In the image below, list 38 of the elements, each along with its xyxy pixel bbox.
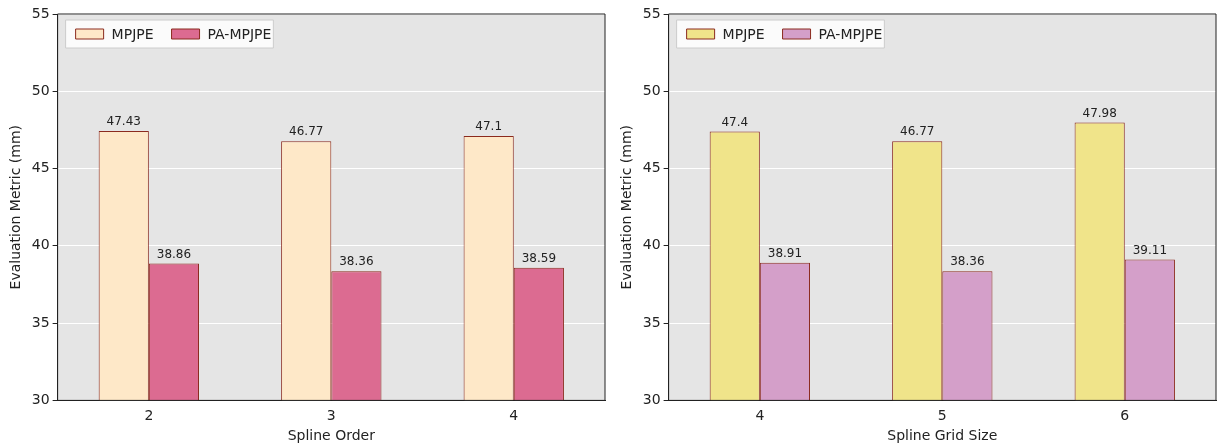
y-tick-label: 45 (31, 159, 50, 176)
x-axis-title: Spline Grid Size (887, 427, 998, 444)
data-label: 47.4 (721, 114, 749, 129)
y-tick-label: 50 (31, 81, 50, 98)
legend-label: PA-MPJPE (818, 25, 883, 42)
y-tick-label: 40 (642, 236, 661, 253)
legend-label: PA-MPJPE (207, 25, 272, 42)
data-label: 38.36 (339, 254, 374, 269)
x-tick-label: 2 (144, 407, 154, 424)
data-label: 46.77 (900, 124, 935, 139)
data-label: 38.86 (156, 246, 192, 261)
y-tick-label: 55 (31, 4, 50, 21)
data-label: 38.91 (767, 245, 803, 260)
legend-label: MPJPE (111, 25, 154, 42)
data-label: 38.59 (521, 250, 557, 265)
data-label: 47.98 (1082, 105, 1117, 120)
y-tick-label: 35 (31, 313, 50, 330)
legend-label: MPJPE (722, 25, 765, 42)
x-tick-label: 4 (755, 407, 765, 424)
y-axis-title: Evaluation Metric (mm) (618, 124, 635, 290)
y-tick-label: 35 (642, 313, 661, 330)
x-tick-label: 4 (509, 407, 519, 424)
data-label: 47.1 (475, 119, 503, 134)
y-tick-label: 40 (31, 236, 50, 253)
x-tick-label: 5 (937, 407, 947, 424)
x-tick-label: 6 (1120, 407, 1130, 424)
y-tick-label: 30 (31, 391, 50, 408)
y-tick-label: 30 (642, 391, 661, 408)
data-label: 38.36 (950, 254, 985, 269)
x-axis-title: Spline Order (287, 427, 376, 444)
data-label: 47.43 (106, 114, 141, 129)
y-tick-label: 45 (642, 159, 661, 176)
x-tick-label: 3 (326, 407, 336, 424)
y-tick-label: 50 (642, 81, 661, 98)
data-label: 39.11 (1132, 242, 1168, 257)
data-label: 46.77 (289, 124, 324, 139)
y-tick-label: 55 (642, 4, 661, 21)
y-axis-title: Evaluation Metric (mm) (7, 124, 24, 290)
